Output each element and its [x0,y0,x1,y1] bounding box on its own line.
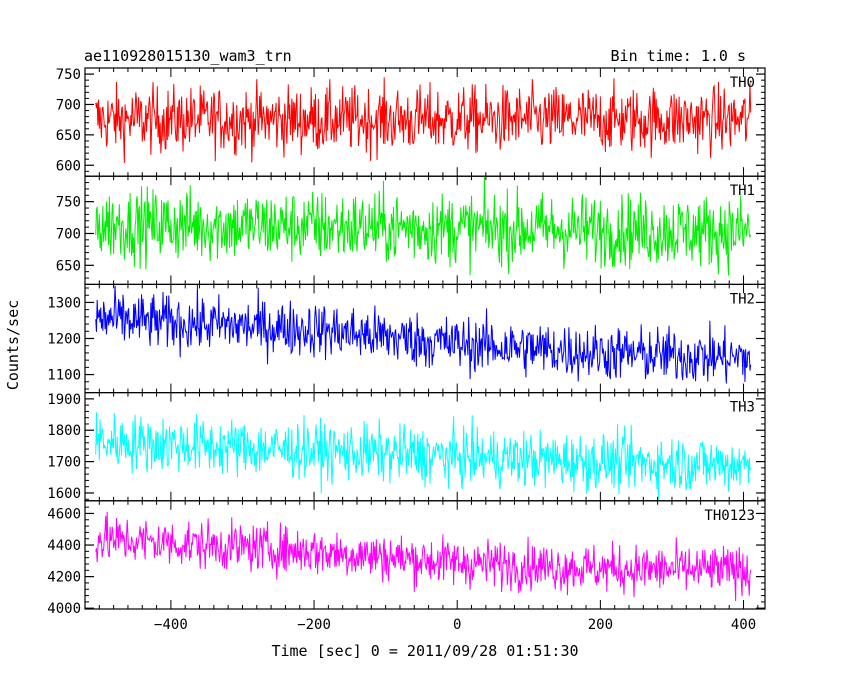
panel-th1: 650 700 750 TH1 [56,175,766,285]
y-tick-label: 700 [56,226,81,242]
y-tick-label: 1600 [47,486,81,502]
panels-group: 600 650 700 750 TH0 650 700 750 TH1 1100 1200 1300 T… [47,67,766,617]
y-tick-label: 700 [56,97,81,113]
series-line-th3 [95,412,752,501]
y-tick-label: 1800 [47,423,81,439]
y-tick-label: 750 [56,67,81,83]
panel-label: TH2 [730,291,755,307]
y-tick-label: 4600 [47,506,81,522]
series-line-th2 [95,284,752,384]
panel-frame [84,500,766,610]
panel-th0: 600 650 700 750 TH0 [56,67,766,177]
panel-th2: 1100 1200 1300 TH2 [47,283,766,394]
y-tick-label: 1300 [47,295,81,311]
x-axis-label: Time [sec] 0 = 2011/09/28 01:51:30 [271,642,578,660]
y-tick-label: 650 [56,258,81,274]
x-tick-label: −200 [297,617,331,633]
panel-label: TH0123 [704,508,755,524]
series-line-th0123 [95,511,752,602]
y-tick-label: 4400 [47,538,81,554]
panel-label: TH3 [730,400,755,416]
y-tick-label: 750 [56,195,81,211]
panel-label: TH0 [730,75,755,91]
panel-label: TH1 [730,183,755,199]
panel-frame [84,175,766,285]
y-tick-label: 600 [56,158,81,174]
y-tick-label: 4000 [47,601,81,617]
chart-title: ae110928015130_wam3_trn [84,47,292,65]
x-tick-label: −400 [154,617,188,633]
x-tick-label: 200 [588,617,613,633]
panel-th0123: 4000 4200 4400 4600 TH0123 [47,500,766,617]
y-tick-label: 1200 [47,332,81,348]
series-line-th1 [95,176,752,276]
y-axis-label: Counts/sec [4,300,22,390]
bin-time-label: Bin time: 1.0 s [611,47,746,65]
y-tick-label: 650 [56,128,81,144]
y-tick-label: 1100 [47,368,81,384]
x-tick-label: 400 [731,617,756,633]
series-line-th0 [95,77,752,164]
y-tick-label: 1700 [47,455,81,471]
x-tick-label: 0 [453,617,461,633]
y-tick-label: 4200 [47,570,81,586]
x-ticks-group: −400 −200 0 200 400 [154,617,756,633]
panel-th3: 1600 1700 1800 1900 TH3 [47,392,766,502]
y-tick-label: 1900 [47,392,81,408]
